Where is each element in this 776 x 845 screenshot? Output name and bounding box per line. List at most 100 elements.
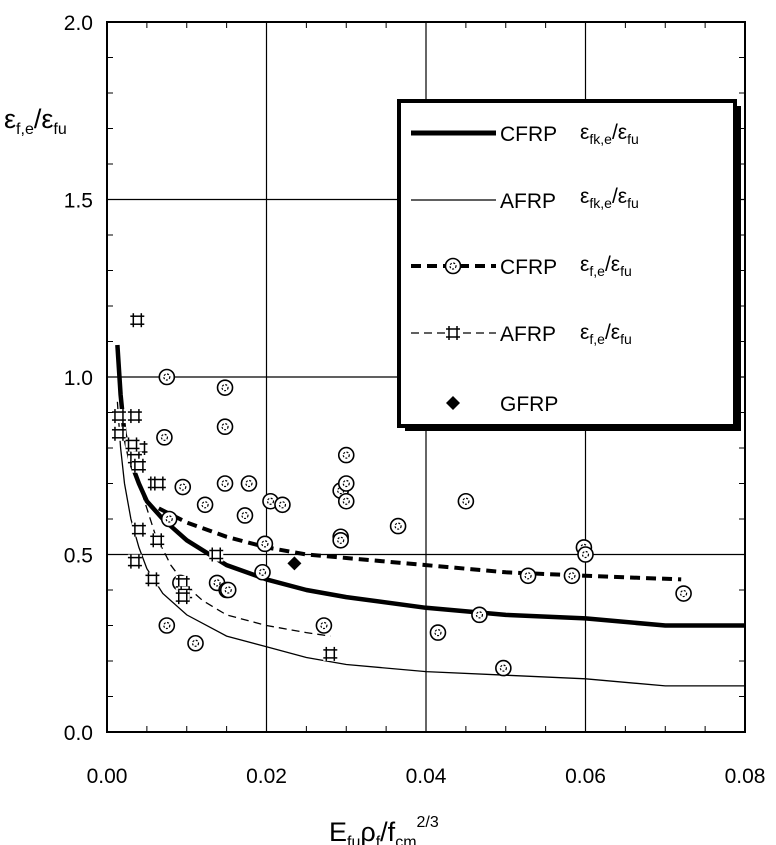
cfrp-data-point-inner: [245, 479, 253, 488]
cfrp-data-point: [495, 659, 512, 677]
afrp-data-point: [130, 313, 145, 328]
afrp-data-point: [323, 646, 338, 661]
legend-series-label: εf,e/εfu: [580, 253, 632, 279]
cfrp-data-point-inner: [258, 568, 267, 576]
afrp-data-point-bg: [323, 646, 338, 661]
cfrp-data-point-inner: [261, 540, 269, 548]
afrp-data-point-bg: [175, 590, 190, 605]
legend-hash-marker: [446, 326, 460, 340]
cfrp-fe-trend: [157, 506, 682, 582]
cfrp-data-point: [216, 418, 234, 436]
cfrp-data-point-inner: [462, 497, 470, 505]
y-tick-label: 0.0: [64, 722, 93, 745]
afrp-data-point: [131, 458, 146, 473]
legend-item-cfrp-fk: CFRP εfk,e/εfu: [411, 121, 639, 147]
x-tick-label: 0.02: [246, 765, 287, 788]
afrp-data-point-bg: [131, 522, 146, 537]
cfrp-data-point: [429, 624, 447, 641]
cfrp-data-point-inner: [278, 501, 287, 509]
legend-series-label: εf,e/εfu: [580, 321, 632, 347]
cfrp-data-point-inner: [163, 621, 171, 630]
afrp-data-point: [150, 533, 165, 548]
cfrp-data-point-inner: [679, 589, 688, 598]
x-tick-label: 0.00: [87, 765, 128, 788]
cfrp-data-point: [471, 606, 488, 624]
afrp-data-point-bg: [145, 572, 160, 587]
x-tick-label: 0.04: [406, 765, 447, 788]
afrp-fe-trend: [122, 430, 331, 637]
legend-box: [397, 99, 737, 428]
afrp-data-point-bg: [209, 547, 224, 562]
legend-series-name: AFRP: [500, 323, 556, 346]
afrp-data-point-bg: [151, 476, 166, 491]
cfrp-data-point-inner: [163, 373, 171, 381]
y-tick-label: 0.5: [64, 545, 93, 568]
afrp-data-point-bg: [111, 426, 126, 441]
cfrp-data-point-inner: [337, 536, 345, 544]
y-tick-label: 1.0: [64, 367, 93, 390]
cfrp-data-point-inner: [475, 611, 484, 619]
legend-item-afrp-fe: AFRP εf,e/εfu: [411, 321, 632, 347]
cfrp-data-point: [337, 492, 355, 510]
cfrp-data-point: [187, 634, 204, 652]
cfrp-data-point: [332, 531, 349, 549]
cfrp-data-point: [274, 496, 291, 514]
afrp-data-point-bg: [150, 533, 165, 548]
legend-series-label: εfk,e/εfu: [580, 185, 639, 211]
cfrp-data-point: [315, 617, 333, 634]
x-axis-title: Efuρf/fcm2/3: [329, 814, 439, 845]
cfrp-data-point: [158, 368, 176, 386]
cfrp-data-point: [219, 581, 237, 599]
cfrp-data-point-inner: [524, 572, 532, 580]
legend-item-afrp-fk: AFRP εfk,e/εfu: [411, 185, 639, 213]
legend-series-label: εfk,e/εfu: [580, 121, 639, 147]
cfrp-data-point-inner: [320, 621, 328, 630]
cfrp-data-point: [337, 446, 355, 464]
y-axis: 0.0 0.5 1.0 1.5 2.0: [64, 12, 745, 745]
cfrp-data-point-inner: [221, 384, 229, 392]
cfrp-data-point: [519, 567, 537, 585]
afrp-data-point: [125, 437, 140, 452]
legend-diamond-marker: [446, 396, 460, 410]
y-tick-label: 1.5: [64, 190, 93, 213]
cfrp-data-point: [256, 535, 274, 553]
cfrp-data-point-inner: [221, 423, 229, 431]
cfrp-data-point-inner: [266, 497, 275, 505]
cfrp-data-point-inner: [342, 479, 350, 488]
afrp-data-point: [209, 547, 224, 562]
afrp-data-point: [111, 426, 126, 441]
cfrp-data-point: [216, 475, 234, 492]
cfrp-data-point: [196, 496, 214, 514]
cfrp-data-point-inner: [568, 572, 576, 580]
cfrp-data-point-inner: [201, 501, 209, 509]
cfrp-data-point: [156, 429, 173, 446]
afrp-data-point: [127, 554, 142, 569]
cfrp-data-point-inner: [499, 664, 507, 672]
legend: CFRP εfk,e/εfu AFRP εfk,e/εfu CFRP εf,e/…: [397, 99, 741, 431]
cfrp-data-point: [563, 567, 581, 585]
y-axis-title: εf,e/εfu: [4, 104, 67, 138]
cfrp-data-point: [457, 492, 475, 510]
afrp-data-point-bg: [127, 554, 142, 569]
cfrp-data-point-inner: [394, 522, 402, 530]
afrp-data-point: [127, 409, 142, 424]
cfrp-data-point: [389, 517, 407, 535]
legend-series-name: CFRP: [500, 123, 557, 146]
cfrp-data-point: [254, 563, 271, 581]
x-tick-label: 0.06: [565, 765, 606, 788]
gfrp-data-point: [287, 556, 302, 571]
cfrp-data-point-inner: [581, 550, 590, 559]
afrp-data-point: [151, 476, 166, 491]
cfrp-data-point: [174, 478, 192, 496]
legend-circle-marker: [444, 257, 462, 275]
cfrp-data-point-inner: [342, 451, 350, 459]
cfrp-data-point: [216, 379, 234, 396]
cfrp-data-point: [236, 507, 254, 524]
cfrp-data-point-inner: [160, 433, 169, 441]
cfrp-data-point: [337, 475, 355, 492]
afrp-data-point-bg: [131, 458, 146, 473]
x-tick-label: 0.08: [725, 765, 766, 788]
afrp-data-point-bg: [127, 409, 142, 424]
plot-area: [111, 313, 745, 687]
cfrp-data-point-inner: [213, 579, 221, 587]
